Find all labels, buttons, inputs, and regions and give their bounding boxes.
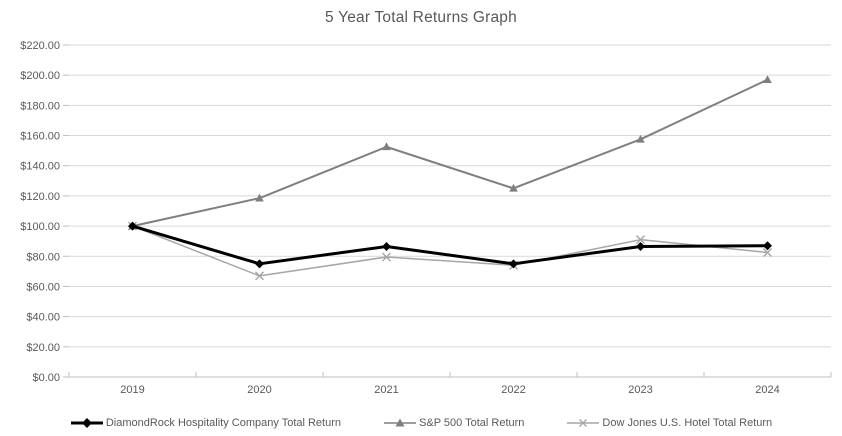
data-point-marker-x [382,252,391,262]
legend-item-dow-hotel: Dow Jones U.S. Hotel Total Return [566,417,772,429]
series-line-1 [132,78,768,228]
data-point-marker-triangle [255,193,264,202]
y-axis-tick-label: $20.00 [26,342,60,354]
y-axis-tick-label: $120.00 [20,191,60,203]
y-axis-tick-label: $180.00 [20,100,60,112]
data-point-marker-x [636,235,645,245]
y-axis-tick-label: $40.00 [26,312,60,324]
data-point-marker-triangle [509,183,518,192]
y-axis-tick-label: $0.00 [32,372,60,384]
data-point-marker-diamond [382,241,391,251]
legend: DiamondRock Hospitality Company Total Re… [0,417,842,429]
data-point-marker-diamond [763,241,772,251]
triangle-marker-line-icon [384,418,417,427]
legend-item-diamondrock: DiamondRock Hospitality Company Total Re… [70,417,341,429]
y-axis-tick-label: $140.00 [20,161,60,173]
y-axis-tick-label: $80.00 [26,251,60,263]
legend-label-diamondrock: DiamondRock Hospitality Company Total Re… [105,417,342,429]
legend-label-sp500: S&P 500 Total Return [419,417,525,429]
data-point-marker-diamond [128,221,137,231]
y-axis-tick-label: $200.00 [20,70,60,82]
series-line-0 [132,224,768,266]
x-axis-tick-label: 2020 [247,384,271,396]
x-axis-tick-label: 2024 [755,384,779,396]
data-point-marker-triangle [382,142,391,151]
data-point-marker-x [763,248,772,257]
x-axis-tick-label: 2023 [628,384,652,396]
data-point-marker-triangle [763,75,772,84]
x-marker-line-icon [567,419,600,427]
y-axis-tick-label: $100.00 [20,221,60,233]
data-point-marker-diamond [509,259,518,269]
legend-label-dow-hotel: Dow Jones U.S. Hotel Total Return [602,417,773,429]
y-axis-tick-label: $60.00 [26,281,60,293]
data-point-marker-triangle [636,134,645,143]
x-axis-tick-label: 2019 [120,384,144,396]
legend-item-sp500: S&P 500 Total Return [383,417,524,429]
y-axis-tick-label: $160.00 [20,131,60,143]
x-axis-tick-label: 2021 [374,384,398,396]
chart-title: 5 Year Total Returns Graph [325,9,517,26]
data-point-marker-x [255,271,264,281]
data-point-marker-diamond [255,259,264,269]
series-line-2 [132,225,768,277]
diamond-marker-line-icon [70,418,103,428]
data-point-marker-diamond [636,241,645,251]
y-axis-tick-label: $220.00 [20,40,60,52]
x-axis-tick-label: 2022 [501,384,525,396]
